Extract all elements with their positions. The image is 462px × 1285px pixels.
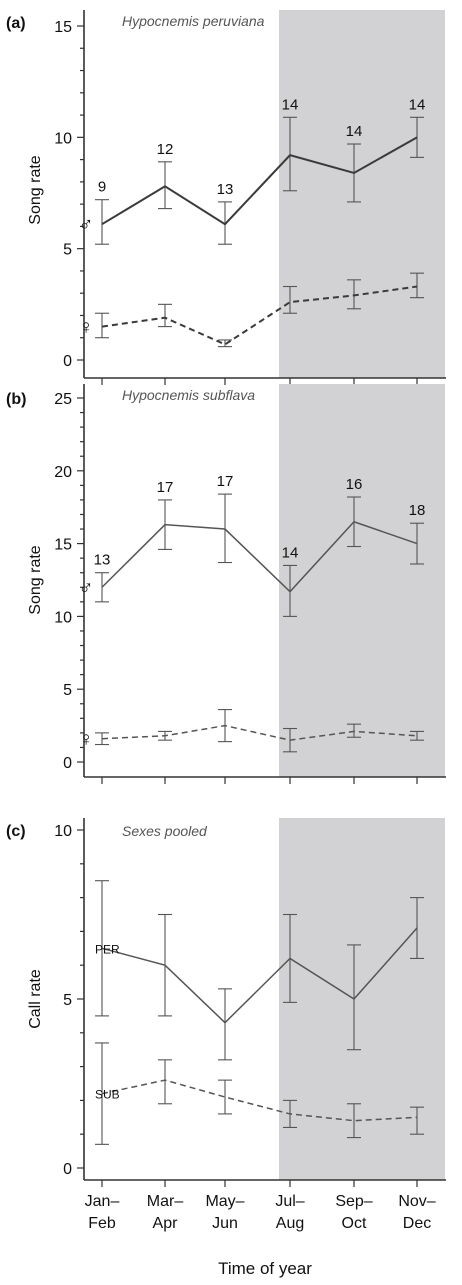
y-tick-label: 10	[54, 823, 72, 840]
shaded-region	[279, 384, 445, 777]
y-tick-label: 0	[63, 353, 72, 370]
sample-size-label: 9	[98, 179, 106, 196]
shaded-region	[279, 10, 445, 378]
y-tick-label: 25	[54, 391, 72, 408]
sample-size-label: 18	[409, 502, 426, 519]
chart-panel-b: 0 5 10 15 20 25 (b) Hypocnemis subflava Song rat…	[6, 384, 446, 784]
x-tick-label-line: Sep–	[335, 1193, 372, 1210]
panel-title: Hypocnemis peruviana	[122, 13, 265, 29]
series-solid: 9 12 13 14 14 14 ♂	[79, 96, 426, 245]
x-tick-label-line: Jan–	[85, 1193, 120, 1210]
sample-size-label: 16	[346, 476, 363, 493]
sample-size-label: 14	[346, 123, 363, 140]
sample-size-label: 14	[282, 96, 299, 113]
x-tick-label-line: Mar–	[147, 1193, 184, 1210]
panel-label: (c)	[6, 823, 26, 840]
panel-label: (a)	[6, 15, 26, 32]
x-tick-label: Sep– Oct	[335, 1193, 372, 1232]
sample-size-label: 17	[217, 473, 234, 490]
x-tick-label-line: Oct	[342, 1215, 367, 1232]
shaded-region	[279, 818, 445, 1180]
y-axis-label: Song rate	[27, 545, 44, 614]
sample-size-label: 12	[157, 141, 174, 158]
series-name-label: ♀	[79, 317, 94, 339]
sample-size-label: 17	[157, 479, 174, 496]
y-tick-label: 15	[54, 537, 72, 554]
series-dashed: ♀	[79, 709, 424, 753]
x-axis-label: Time of year	[218, 1259, 312, 1278]
sample-size-label: 13	[217, 181, 234, 198]
series-name-label: SUB	[95, 1088, 120, 1102]
series-solid: 13 17 17 14 16 18 ♂	[79, 473, 426, 617]
y-tick-label: 10	[54, 130, 72, 147]
sample-size-label: 14	[282, 544, 299, 561]
panel-title: Hypocnemis subflava	[122, 387, 255, 403]
x-tick-label-line: Jul–	[275, 1193, 304, 1210]
series-line	[101, 285, 418, 346]
x-tick-label-line: May–	[205, 1193, 244, 1210]
x-tick-label-line: Jun	[212, 1215, 238, 1232]
series-line	[101, 927, 418, 1024]
y-axis-label: Call rate	[27, 969, 44, 1029]
y-tick-label: 5	[63, 682, 72, 699]
y-tick-label: 20	[54, 464, 72, 481]
x-tick-label-line: Dec	[403, 1215, 431, 1232]
series-line	[101, 1079, 418, 1122]
x-tick-label: Jan– Feb	[85, 1193, 120, 1232]
y-tick-label: 10	[54, 609, 72, 626]
chart-panel-c: 0 5 10 (c) Sexes pooled Call rate PER SUB	[6, 818, 446, 1187]
x-tick-label-line: Apr	[153, 1215, 179, 1232]
series-name-label: ♂	[79, 214, 94, 236]
series-name-label: PER	[95, 942, 120, 956]
x-tick-label: Nov– Dec	[398, 1193, 435, 1232]
y-tick-label: 15	[54, 19, 72, 36]
y-tick-label: 0	[63, 1161, 72, 1178]
y-tick-label: 5	[63, 992, 72, 1009]
series-line	[101, 724, 418, 741]
panel-title: Sexes pooled	[122, 823, 208, 839]
y-tick-label: 5	[63, 242, 72, 259]
series-dashed: ♀	[79, 272, 424, 348]
sample-size-label: 13	[94, 552, 111, 569]
series-line	[101, 136, 418, 226]
series-name-label: ♀	[79, 729, 94, 751]
series-name-label: ♂	[79, 577, 94, 599]
x-tick-label-line: Nov–	[398, 1193, 435, 1210]
y-axis-label: Song rate	[27, 155, 44, 224]
x-tick-label-line: Feb	[88, 1215, 116, 1232]
y-tick-label: 0	[63, 755, 72, 772]
x-tick-label: Mar– Apr	[147, 1193, 184, 1232]
series-solid: PER	[95, 880, 424, 1061]
sample-size-label: 14	[409, 96, 426, 113]
panel-label: (b)	[6, 391, 26, 408]
series-dashed: SUB	[95, 1042, 424, 1145]
chart-panel-a: 0 5 10 15 (a) Hypocnemis peruviana Song rate 9 1…	[6, 10, 446, 385]
series-line	[101, 520, 418, 593]
x-tick-label-line: Aug	[276, 1215, 304, 1232]
x-tick-label: Jul– Aug	[275, 1193, 304, 1232]
x-tick-label: May– Jun	[205, 1193, 244, 1232]
